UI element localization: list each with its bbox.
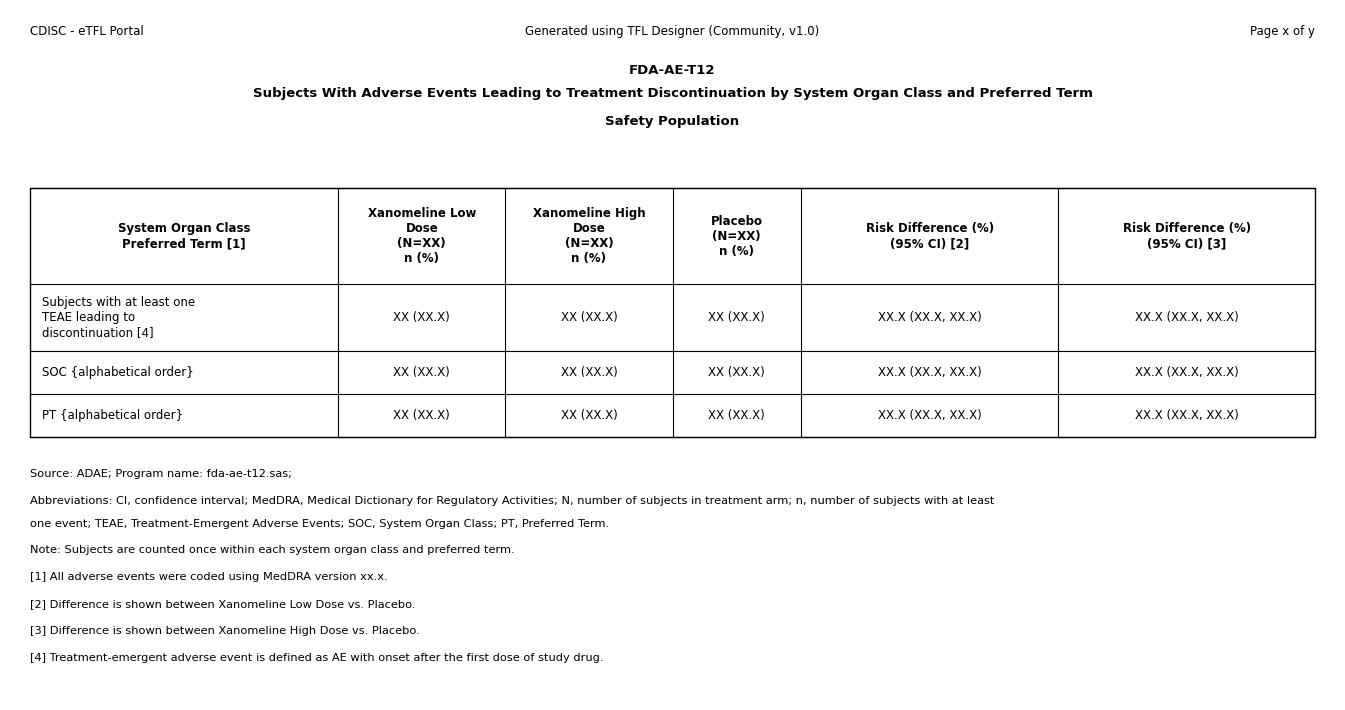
Text: XX.X (XX.X, XX.X): XX.X (XX.X, XX.X) xyxy=(878,366,982,379)
Text: one event; TEAE, Treatment-Emergent Adverse Events; SOC, System Organ Class; PT,: one event; TEAE, Treatment-Emergent Adve… xyxy=(30,518,609,528)
Text: Generated using TFL Designer (Community, v1.0): Generated using TFL Designer (Community,… xyxy=(526,25,819,38)
Text: XX.X (XX.X, XX.X): XX.X (XX.X, XX.X) xyxy=(1135,409,1239,422)
Text: XX (XX.X): XX (XX.X) xyxy=(393,366,451,379)
Text: XX (XX.X): XX (XX.X) xyxy=(393,409,451,422)
Text: [4] Treatment-emergent adverse event is defined as AE with onset after the first: [4] Treatment-emergent adverse event is … xyxy=(30,653,603,663)
Text: [3] Difference is shown between Xanomeline High Dose vs. Placebo.: [3] Difference is shown between Xanomeli… xyxy=(30,626,420,636)
Text: Risk Difference (%)
(95% CI) [3]: Risk Difference (%) (95% CI) [3] xyxy=(1123,222,1251,250)
Bar xyxy=(30,188,1315,437)
Text: Subjects With Adverse Events Leading to Treatment Discontinuation by System Orga: Subjects With Adverse Events Leading to … xyxy=(253,87,1092,99)
Text: Placebo
(N=XX)
n (%): Placebo (N=XX) n (%) xyxy=(710,214,763,258)
Text: SOC {alphabetical order}: SOC {alphabetical order} xyxy=(42,366,194,379)
Text: XX (XX.X): XX (XX.X) xyxy=(561,366,617,379)
Text: Abbreviations: CI, confidence interval; MedDRA, Medical Dictionary for Regulator: Abbreviations: CI, confidence interval; … xyxy=(30,496,994,506)
Text: [1] All adverse events were coded using MedDRA version xx.x.: [1] All adverse events were coded using … xyxy=(30,572,387,582)
Text: Xanomeline High
Dose
(N=XX)
n (%): Xanomeline High Dose (N=XX) n (%) xyxy=(533,207,646,265)
Text: XX (XX.X): XX (XX.X) xyxy=(709,409,765,422)
Text: XX (XX.X): XX (XX.X) xyxy=(709,366,765,379)
Text: XX.X (XX.X, XX.X): XX.X (XX.X, XX.X) xyxy=(1135,311,1239,324)
Text: Xanomeline Low
Dose
(N=XX)
n (%): Xanomeline Low Dose (N=XX) n (%) xyxy=(367,207,476,265)
Text: Source: ADAE; Program name: fda-ae-t12.sas;: Source: ADAE; Program name: fda-ae-t12.s… xyxy=(30,469,292,479)
Text: Safety Population: Safety Population xyxy=(605,115,740,128)
Text: Subjects with at least one
TEAE leading to
discontinuation [4]: Subjects with at least one TEAE leading … xyxy=(42,296,195,339)
Text: XX (XX.X): XX (XX.X) xyxy=(561,409,617,422)
Text: XX (XX.X): XX (XX.X) xyxy=(561,311,617,324)
Text: XX.X (XX.X, XX.X): XX.X (XX.X, XX.X) xyxy=(878,311,982,324)
Text: FDA-AE-T12: FDA-AE-T12 xyxy=(629,64,716,77)
Text: Risk Difference (%)
(95% CI) [2]: Risk Difference (%) (95% CI) [2] xyxy=(866,222,994,250)
Text: XX (XX.X): XX (XX.X) xyxy=(709,311,765,324)
Text: XX.X (XX.X, XX.X): XX.X (XX.X, XX.X) xyxy=(878,409,982,422)
Text: XX (XX.X): XX (XX.X) xyxy=(393,311,451,324)
Text: CDISC - eTFL Portal: CDISC - eTFL Portal xyxy=(30,25,144,38)
Text: System Organ Class
Preferred Term [1]: System Organ Class Preferred Term [1] xyxy=(117,222,250,250)
Text: Page x of y: Page x of y xyxy=(1251,25,1315,38)
Text: Note: Subjects are counted once within each system organ class and preferred ter: Note: Subjects are counted once within e… xyxy=(30,545,514,555)
Text: [2] Difference is shown between Xanomeline Low Dose vs. Placebo.: [2] Difference is shown between Xanomeli… xyxy=(30,599,416,609)
Text: PT {alphabetical order}: PT {alphabetical order} xyxy=(42,409,183,422)
Text: XX.X (XX.X, XX.X): XX.X (XX.X, XX.X) xyxy=(1135,366,1239,379)
